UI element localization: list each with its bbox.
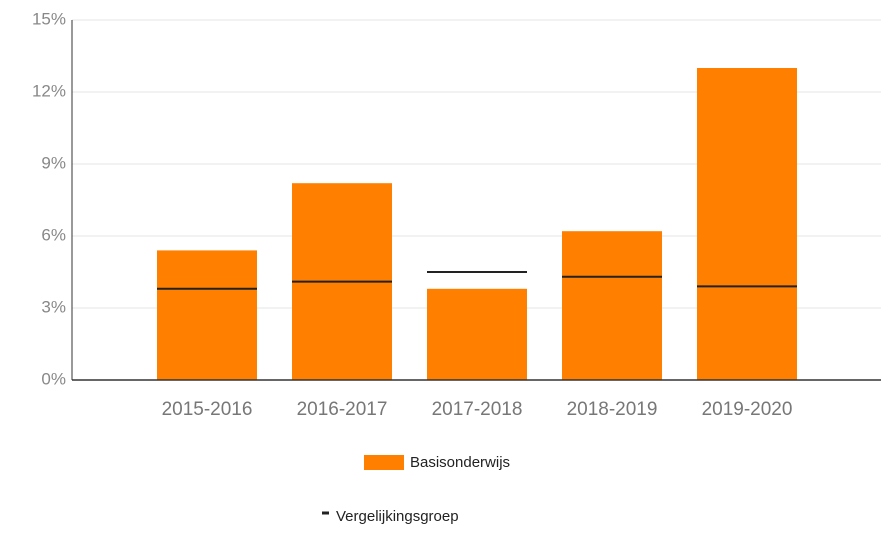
- x-tick-label: 2017-2018: [432, 399, 523, 420]
- y-tick-label: 12%: [32, 81, 66, 100]
- y-tick-label: 9%: [41, 153, 66, 172]
- bar: [427, 288, 527, 380]
- bar: [562, 231, 662, 380]
- legend-swatch: [364, 455, 404, 470]
- x-tick-label: 2019-2020: [702, 399, 793, 420]
- x-tick-label: 2016-2017: [297, 399, 388, 420]
- x-tick-label: 2018-2019: [567, 399, 658, 420]
- legend-label: Basisonderwijs: [410, 454, 510, 471]
- bar: [697, 68, 797, 380]
- y-tick-label: 15%: [32, 9, 66, 28]
- y-tick-label: 3%: [41, 297, 66, 316]
- y-tick-label: 6%: [41, 225, 66, 244]
- x-tick-label: 2015-2016: [162, 399, 253, 420]
- bar: [157, 250, 257, 380]
- y-tick-label: 0%: [41, 369, 66, 388]
- legend-label: Vergelijkingsgroep: [336, 508, 459, 525]
